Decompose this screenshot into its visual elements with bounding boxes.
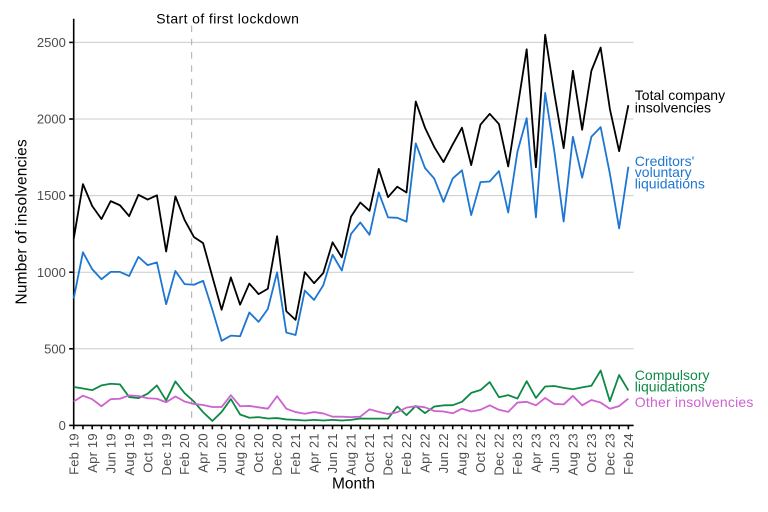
svg-text:Feb 22: Feb 22 xyxy=(399,433,414,475)
svg-text:Dec 20: Dec 20 xyxy=(270,433,285,475)
svg-text:Aug 20: Aug 20 xyxy=(233,433,248,475)
svg-text:2500: 2500 xyxy=(37,35,66,50)
svg-text:Dec 22: Dec 22 xyxy=(492,433,507,475)
svg-text:Feb 19: Feb 19 xyxy=(66,433,81,475)
svg-text:Dec 23: Dec 23 xyxy=(602,433,617,475)
svg-text:Jun 21: Jun 21 xyxy=(325,433,340,473)
svg-text:Aug 22: Aug 22 xyxy=(455,433,470,475)
svg-text:Month: Month xyxy=(332,475,375,492)
svg-text:Apr 20: Apr 20 xyxy=(196,433,211,473)
svg-text:0: 0 xyxy=(59,418,66,433)
svg-text:Number of insolvencies: Number of insolvencies xyxy=(14,139,31,305)
svg-text:1500: 1500 xyxy=(37,188,66,203)
svg-text:Jun 19: Jun 19 xyxy=(103,433,118,473)
svg-text:Oct 23: Oct 23 xyxy=(584,433,599,473)
svg-text:Aug 21: Aug 21 xyxy=(344,433,359,475)
svg-text:Oct 20: Oct 20 xyxy=(251,433,266,473)
svg-text:Apr 22: Apr 22 xyxy=(418,433,433,473)
svg-text:Jun 22: Jun 22 xyxy=(436,433,451,473)
svg-text:Dec 19: Dec 19 xyxy=(159,433,174,475)
svg-text:Feb 21: Feb 21 xyxy=(288,433,303,475)
svg-text:Other insolvencies: Other insolvencies xyxy=(635,394,754,410)
svg-text:Feb 24: Feb 24 xyxy=(621,433,636,475)
svg-text:Oct 19: Oct 19 xyxy=(140,433,155,473)
svg-text:500: 500 xyxy=(44,341,66,356)
svg-text:Apr 21: Apr 21 xyxy=(307,433,322,473)
svg-text:Feb 23: Feb 23 xyxy=(510,433,525,475)
svg-text:2000: 2000 xyxy=(37,112,66,127)
svg-text:Oct 22: Oct 22 xyxy=(473,433,488,473)
svg-text:Dec 21: Dec 21 xyxy=(381,433,396,475)
svg-text:Start of first lockdown: Start of first lockdown xyxy=(156,10,299,26)
svg-text:Oct 21: Oct 21 xyxy=(362,433,377,473)
svg-text:Aug 23: Aug 23 xyxy=(566,433,581,475)
svg-text:Apr 19: Apr 19 xyxy=(85,433,100,473)
svg-text:Feb 20: Feb 20 xyxy=(177,433,192,475)
svg-text:Apr 23: Apr 23 xyxy=(529,433,544,473)
svg-text:Jun 23: Jun 23 xyxy=(547,433,562,473)
svg-text:1000: 1000 xyxy=(37,265,66,280)
svg-text:Aug 19: Aug 19 xyxy=(122,433,137,475)
svg-text:Jun 20: Jun 20 xyxy=(214,433,229,473)
